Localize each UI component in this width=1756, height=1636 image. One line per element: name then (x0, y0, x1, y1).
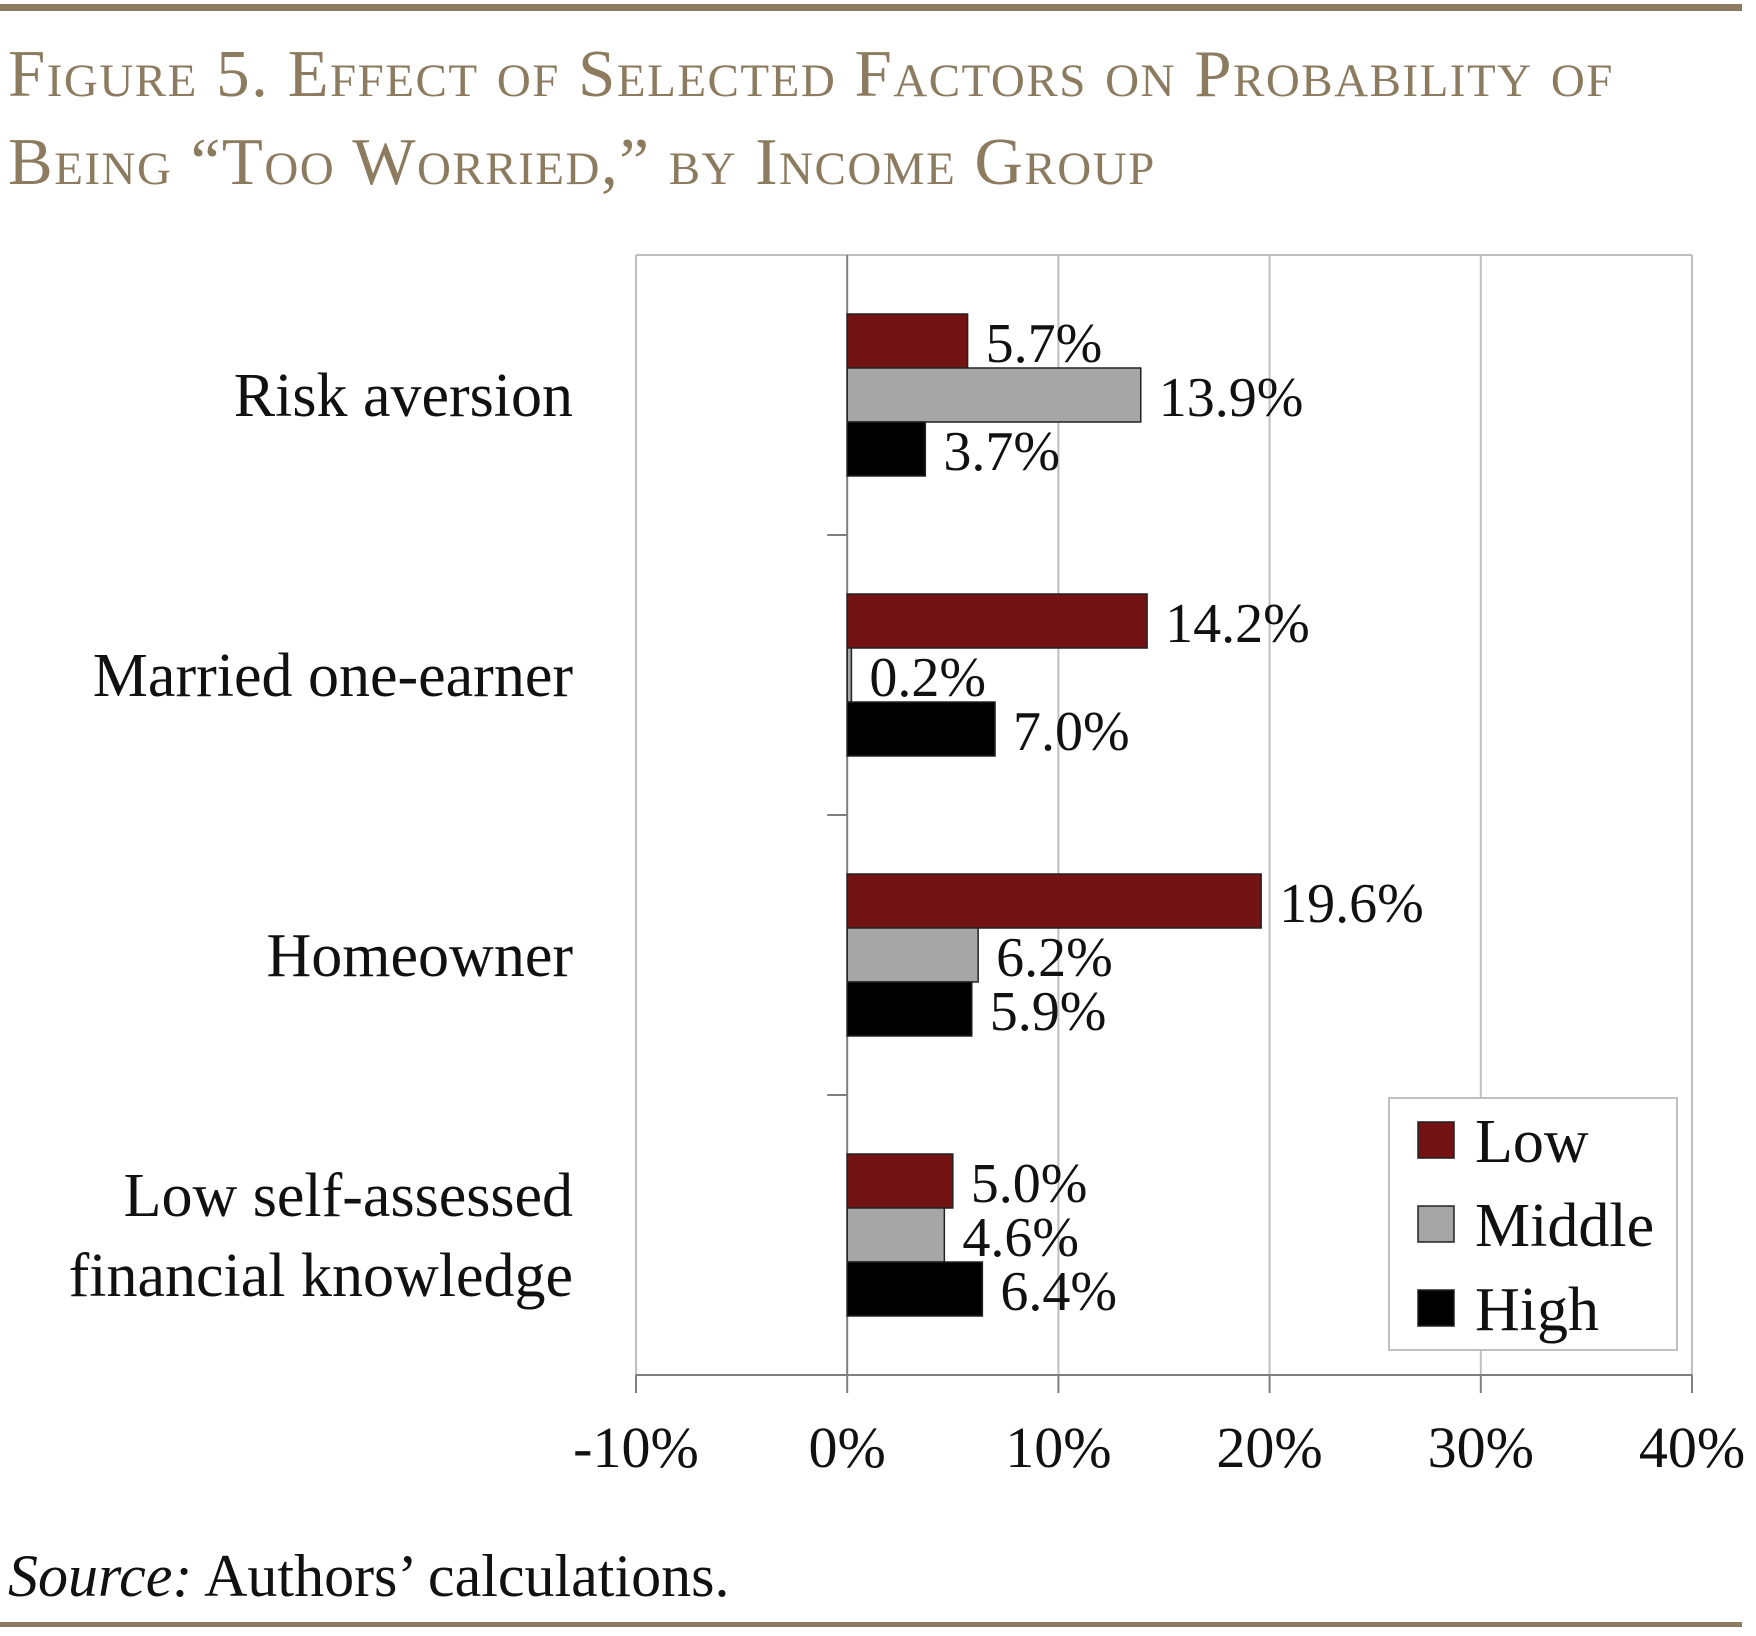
bar-low-1 (846, 593, 1148, 649)
bottom-rule (0, 1622, 1742, 1627)
legend-label-low: Low (1475, 1108, 1589, 1176)
data-label-middle-0: 13.9% (1159, 367, 1304, 429)
source-note: Source: Authors’ calculations. (8, 1540, 730, 1612)
x-tick-label-3: 20% (1216, 1415, 1322, 1480)
x-tick-label-5: 40% (1639, 1415, 1745, 1480)
bar-high-2 (846, 981, 973, 1037)
bar-low-2 (846, 873, 1262, 929)
category-label-1-0: Married one-earner (93, 642, 574, 710)
data-label-low-2: 19.6% (1279, 873, 1424, 935)
x-tick-label-0: -10% (573, 1415, 699, 1480)
figure-title: Figure 5. Effect of Selected Factors on … (8, 37, 1614, 199)
category-label-0-0: Risk aversion (234, 362, 573, 430)
data-label-low-3: 5.0% (971, 1153, 1088, 1215)
x-tick-label-1: 0% (809, 1415, 886, 1480)
category-label-3-1: financial knowledge (69, 1242, 573, 1310)
data-label-low-1: 14.2% (1165, 593, 1310, 655)
legend-label-high: High (1475, 1276, 1599, 1344)
bar-middle-1 (846, 647, 853, 703)
legend-swatch-high (1417, 1289, 1455, 1327)
bar-high-3 (846, 1261, 984, 1317)
data-label-high-1: 7.0% (1013, 701, 1130, 763)
data-label-high-3: 6.4% (1000, 1261, 1117, 1323)
bar-low-0 (846, 313, 969, 369)
source-text: Authors’ calculations. (204, 1543, 730, 1609)
x-tick-label-2: 10% (1005, 1415, 1111, 1480)
bar-high-1 (846, 701, 996, 757)
legend-swatch-low (1417, 1121, 1455, 1159)
data-label-middle-2: 6.2% (996, 927, 1113, 989)
legend-swatch-middle (1417, 1205, 1455, 1243)
category-label-2-0: Homeowner (267, 922, 574, 990)
top-rule (0, 4, 1742, 11)
bar-middle-3 (846, 1207, 946, 1263)
data-label-middle-1: 0.2% (869, 647, 986, 709)
data-label-middle-3: 4.6% (962, 1207, 1079, 1269)
data-label-high-2: 5.9% (990, 981, 1107, 1043)
bar-middle-2 (846, 927, 979, 983)
bar-high-0 (846, 421, 927, 477)
legend-label-middle: Middle (1475, 1192, 1654, 1260)
bar-middle-0 (846, 367, 1142, 423)
data-label-high-0: 3.7% (943, 421, 1060, 483)
category-label-3-0: Low self-assessed (124, 1162, 573, 1230)
bar-low-3 (846, 1153, 954, 1209)
source-label: Source: (8, 1543, 193, 1609)
data-label-low-0: 5.7% (986, 313, 1103, 375)
x-tick-label-4: 30% (1428, 1415, 1534, 1480)
